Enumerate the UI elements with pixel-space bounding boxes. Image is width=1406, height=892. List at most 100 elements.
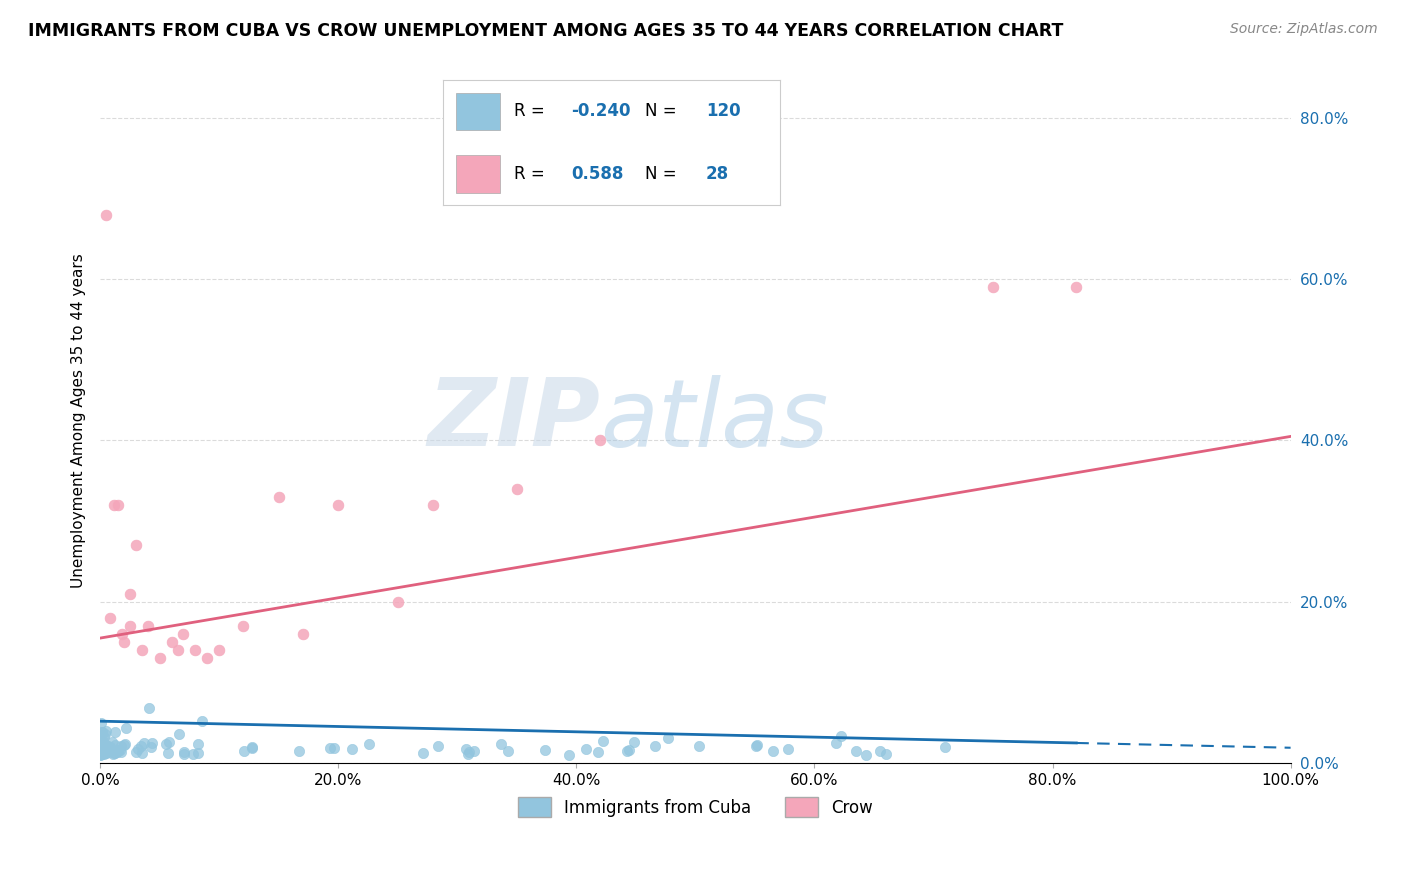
- Immigrants from Cuba: [104, 738, 127, 752]
- Immigrants from Cuba: [173, 747, 195, 762]
- Crow: [328, 498, 350, 512]
- Text: -0.240: -0.240: [571, 103, 631, 120]
- Immigrants from Cuba: [89, 746, 111, 760]
- Immigrants from Cuba: [89, 747, 111, 762]
- Immigrants from Cuba: [105, 745, 128, 759]
- Crow: [94, 208, 117, 222]
- Immigrants from Cuba: [138, 701, 160, 715]
- Immigrants from Cuba: [588, 745, 610, 759]
- Immigrants from Cuba: [169, 727, 191, 741]
- Text: N =: N =: [645, 165, 682, 183]
- Immigrants from Cuba: [107, 742, 129, 756]
- Crow: [506, 482, 529, 496]
- Immigrants from Cuba: [845, 744, 868, 758]
- Immigrants from Cuba: [191, 714, 214, 728]
- Immigrants from Cuba: [127, 741, 149, 756]
- Immigrants from Cuba: [558, 747, 581, 762]
- Immigrants from Cuba: [97, 745, 120, 759]
- Crow: [184, 643, 207, 657]
- Immigrants from Cuba: [89, 739, 111, 753]
- Y-axis label: Unemployment Among Ages 35 to 44 years: Unemployment Among Ages 35 to 44 years: [72, 253, 86, 588]
- FancyBboxPatch shape: [457, 155, 501, 193]
- Immigrants from Cuba: [89, 737, 111, 751]
- Crow: [981, 280, 1004, 294]
- Immigrants from Cuba: [187, 747, 209, 761]
- Immigrants from Cuba: [97, 743, 120, 757]
- Text: ZIP: ZIP: [427, 375, 600, 467]
- Immigrants from Cuba: [457, 746, 479, 760]
- Immigrants from Cuba: [91, 733, 114, 747]
- Immigrants from Cuba: [688, 739, 710, 753]
- Immigrants from Cuba: [157, 746, 180, 760]
- Text: Source: ZipAtlas.com: Source: ZipAtlas.com: [1230, 22, 1378, 37]
- Immigrants from Cuba: [89, 745, 111, 759]
- Immigrants from Cuba: [90, 741, 112, 756]
- Immigrants from Cuba: [412, 746, 434, 760]
- Immigrants from Cuba: [96, 740, 118, 755]
- Immigrants from Cuba: [139, 740, 162, 755]
- Immigrants from Cuba: [90, 746, 112, 760]
- Immigrants from Cuba: [463, 743, 485, 757]
- Immigrants from Cuba: [233, 743, 256, 757]
- Crow: [387, 595, 409, 609]
- Crow: [589, 434, 612, 448]
- Immigrants from Cuba: [90, 746, 112, 760]
- Immigrants from Cuba: [323, 740, 346, 755]
- Immigrants from Cuba: [89, 747, 111, 762]
- Immigrants from Cuba: [114, 737, 136, 751]
- Immigrants from Cuba: [93, 743, 115, 757]
- Immigrants from Cuba: [89, 739, 111, 754]
- Immigrants from Cuba: [114, 722, 136, 736]
- Immigrants from Cuba: [183, 747, 205, 761]
- Immigrants from Cuba: [107, 744, 129, 758]
- Immigrants from Cuba: [108, 743, 131, 757]
- Immigrants from Cuba: [89, 747, 111, 761]
- Immigrants from Cuba: [240, 740, 263, 755]
- Immigrants from Cuba: [93, 727, 115, 741]
- Immigrants from Cuba: [359, 738, 381, 752]
- Immigrants from Cuba: [575, 742, 598, 756]
- Immigrants from Cuba: [110, 745, 132, 759]
- Immigrants from Cuba: [762, 744, 785, 758]
- Text: R =: R =: [513, 165, 550, 183]
- Immigrants from Cuba: [91, 741, 114, 756]
- Immigrants from Cuba: [533, 743, 555, 757]
- Crow: [112, 635, 135, 649]
- Immigrants from Cuba: [131, 747, 153, 761]
- Text: R =: R =: [513, 103, 550, 120]
- Crow: [267, 490, 290, 504]
- Immigrants from Cuba: [489, 737, 512, 751]
- Immigrants from Cuba: [103, 747, 125, 762]
- Crow: [232, 619, 254, 633]
- Immigrants from Cuba: [100, 742, 122, 756]
- Immigrants from Cuba: [94, 746, 117, 760]
- Immigrants from Cuba: [89, 730, 111, 744]
- Immigrants from Cuba: [94, 723, 117, 738]
- Immigrants from Cuba: [617, 743, 640, 757]
- Immigrants from Cuba: [98, 739, 121, 754]
- Immigrants from Cuba: [623, 735, 645, 749]
- Immigrants from Cuba: [96, 739, 118, 753]
- Immigrants from Cuba: [90, 715, 112, 730]
- Crow: [110, 627, 132, 641]
- Immigrants from Cuba: [131, 739, 153, 754]
- FancyBboxPatch shape: [457, 93, 501, 130]
- Legend: Immigrants from Cuba, Crow: Immigrants from Cuba, Crow: [510, 791, 880, 823]
- Text: IMMIGRANTS FROM CUBA VS CROW UNEMPLOYMENT AMONG AGES 35 TO 44 YEARS CORRELATION : IMMIGRANTS FROM CUBA VS CROW UNEMPLOYMEN…: [28, 22, 1063, 40]
- Immigrants from Cuba: [830, 729, 852, 743]
- Immigrants from Cuba: [657, 731, 679, 745]
- Immigrants from Cuba: [89, 747, 111, 762]
- Immigrants from Cuba: [98, 740, 121, 755]
- Immigrants from Cuba: [319, 740, 342, 755]
- Text: N =: N =: [645, 103, 682, 120]
- Crow: [208, 643, 231, 657]
- Crow: [160, 635, 183, 649]
- Immigrants from Cuba: [91, 747, 114, 762]
- Crow: [422, 498, 444, 512]
- Immigrants from Cuba: [89, 726, 111, 740]
- Immigrants from Cuba: [90, 740, 112, 755]
- Crow: [98, 611, 121, 625]
- Immigrants from Cuba: [869, 744, 891, 758]
- Immigrants from Cuba: [98, 741, 121, 756]
- Text: 120: 120: [706, 103, 741, 120]
